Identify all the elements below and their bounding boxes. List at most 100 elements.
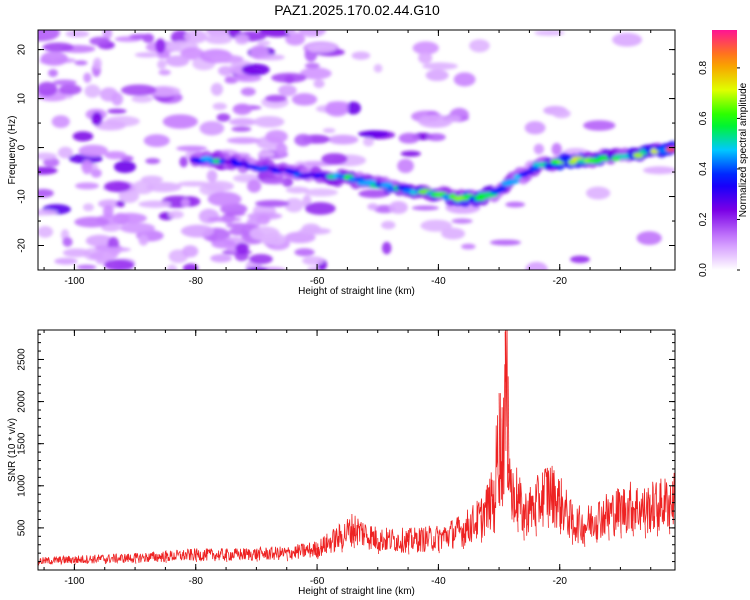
heatmap-cell (145, 158, 161, 165)
heatmap-cell (54, 257, 78, 265)
x-axis-label: Height of straight line (km) (298, 586, 415, 597)
y-tick-label: 1500 (17, 432, 28, 455)
heatmap-cell (138, 200, 172, 208)
snr-point (225, 553, 228, 563)
heatmap-cell (381, 220, 396, 230)
heatmap-cell (551, 142, 562, 156)
heatmap-cell (166, 264, 178, 270)
heatmap-cell (76, 264, 97, 270)
top-plot-frame (37, 29, 676, 271)
heatmap-cell (298, 227, 331, 235)
heatmap-cell (233, 73, 262, 83)
heatmap-cell (302, 256, 325, 266)
heatmap-cell (83, 72, 92, 83)
snr-point (377, 537, 379, 555)
heatmap-cell (326, 101, 350, 108)
heatmap-cell (642, 166, 675, 175)
heatmap-cell (285, 32, 306, 46)
heatmap-cell (281, 176, 294, 187)
heatmap-cell (84, 84, 101, 98)
heatmap-cell (265, 129, 288, 144)
chart-title: PAZ1.2025.170.02.44.G10 (274, 2, 440, 18)
heatmap-cell (636, 231, 662, 246)
colorbar-tick-label: 0.0 (698, 263, 709, 277)
heatmap-cell (418, 52, 433, 64)
heatmap-cell (94, 120, 126, 131)
heatmap-cell (362, 136, 374, 147)
snr-point (656, 502, 658, 537)
heatmap-cell (82, 203, 94, 212)
x-tick-label: -40 (431, 276, 446, 287)
colorbar-tick-label: 0.8 (698, 61, 709, 75)
heatmap-cell (103, 259, 135, 270)
x-tick-label: -20 (553, 276, 568, 287)
heatmap-cell (247, 179, 262, 193)
heatmap-cell (38, 30, 61, 40)
heatmap-cell (203, 180, 234, 192)
y-axis-label: SNR (10 * v/v) (7, 418, 18, 482)
heatmap-cell (612, 32, 643, 47)
heatmap-cell (40, 51, 69, 66)
heatmap-cell (313, 79, 325, 89)
heatmap-cell (533, 143, 545, 155)
heatmap-cell (426, 133, 446, 142)
heatmap-cell (420, 219, 453, 232)
snr-point (522, 511, 525, 541)
snr-point (571, 519, 574, 545)
heatmap-cell (116, 200, 126, 208)
snr-point (547, 485, 549, 528)
heatmap-cell (179, 156, 188, 168)
y-tick-label: 2500 (17, 348, 28, 371)
snr-point (498, 393, 501, 482)
heatmap-cell (255, 199, 290, 208)
snr-point (492, 494, 495, 533)
heatmap-cell (90, 168, 102, 178)
heatmap-cell (199, 121, 225, 136)
heatmap-cell (91, 112, 103, 126)
heatmap-cell (525, 261, 548, 270)
heatmap-cell (235, 242, 249, 255)
snr-point (632, 502, 634, 537)
heatmap-cell (38, 152, 57, 160)
snr-point (535, 502, 537, 537)
heatmap-cell (74, 216, 110, 228)
heatmap-cell (75, 182, 100, 190)
heatmap-cell (180, 224, 215, 238)
snr-point (407, 538, 410, 555)
heatmap-cell (373, 64, 383, 73)
heatmap-cell (38, 209, 59, 216)
x-tick-label: -80 (189, 576, 204, 587)
snr-point (559, 498, 561, 535)
heatmap-cell (357, 130, 389, 138)
heatmap-cell (132, 180, 155, 195)
heatmap-cell (249, 253, 273, 265)
heatmap-cell (304, 188, 338, 197)
heatmap-cell (205, 34, 233, 45)
heatmap-cell (321, 153, 348, 165)
heatmap-cell (286, 30, 296, 35)
heatmap-cell (88, 251, 118, 261)
heatmap-cell (62, 248, 91, 258)
heatmap-cell (299, 67, 332, 80)
heatmap-cell (411, 205, 439, 211)
heatmap-ridge (189, 140, 675, 207)
heatmap-cell (388, 201, 408, 214)
heatmap-cell (294, 248, 315, 257)
snr-point (134, 557, 137, 564)
heatmap-cell (52, 79, 77, 86)
heatmap-cell (583, 120, 616, 131)
heatmap-cell (381, 241, 392, 255)
snr-point (74, 558, 76, 565)
colorbar-tick-label: 0.4 (698, 162, 709, 176)
heatmap-cell (241, 63, 270, 76)
heatmap-cell (412, 41, 439, 55)
heatmap-cell (304, 202, 336, 215)
snr-series-line (38, 330, 675, 566)
heatmap-noise (38, 30, 675, 270)
heatmap-cell (131, 95, 154, 103)
heatmap-cell (207, 216, 242, 222)
heatmap-cell (168, 210, 184, 219)
heatmap-cell (451, 218, 473, 224)
